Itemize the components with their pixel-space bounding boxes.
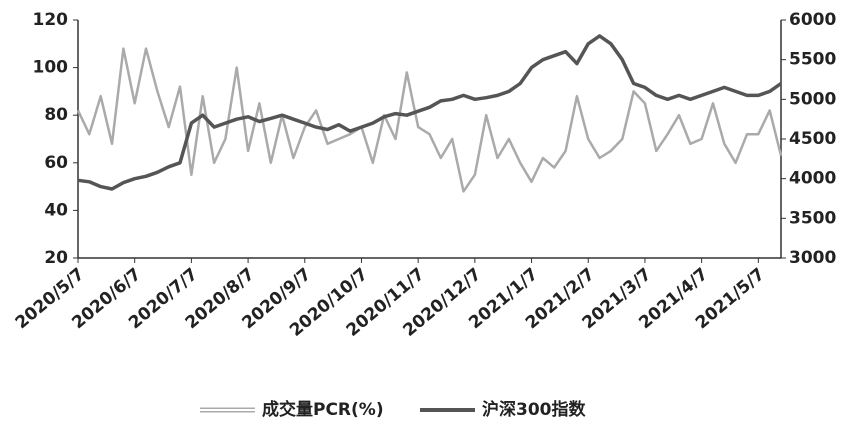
y2-tick-label: 5500 <box>789 50 836 70</box>
y2-tick-label: 3000 <box>789 248 836 268</box>
y-tick-label: 20 <box>44 248 68 268</box>
y-tick-label: 80 <box>44 105 68 125</box>
series-line <box>77 34 783 191</box>
series-line <box>76 47 783 193</box>
y-tick-label: 40 <box>44 200 68 220</box>
legend-label: 成交量PCR(%) <box>262 399 384 420</box>
y2-tick-label: 5000 <box>789 89 836 109</box>
y2-tick-label: 4500 <box>789 129 836 149</box>
y2-tick-label: 4000 <box>789 169 836 189</box>
y-tick-label: 120 <box>33 10 69 30</box>
y-tick-label: 60 <box>44 153 68 173</box>
y2-tick-label: 6000 <box>789 10 836 30</box>
y2-tick-label: 3500 <box>789 208 836 228</box>
y-tick-label: 100 <box>33 58 69 78</box>
legend-label: 沪深300指数 <box>482 399 586 420</box>
